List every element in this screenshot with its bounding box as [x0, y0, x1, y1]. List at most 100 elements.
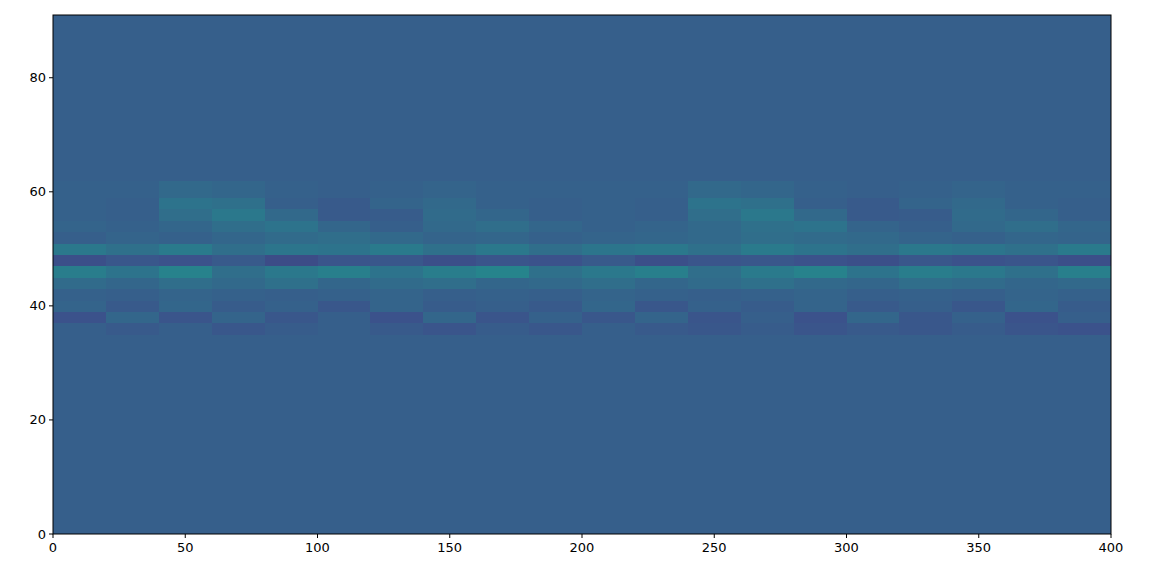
cell — [899, 243, 952, 255]
cell — [899, 266, 952, 278]
cell — [159, 180, 212, 198]
cell — [53, 209, 106, 221]
cell — [952, 243, 1005, 255]
cell — [1058, 255, 1111, 267]
x-tick — [449, 534, 450, 538]
cell — [476, 289, 529, 301]
cell — [53, 198, 106, 210]
cell — [529, 209, 582, 221]
cell — [899, 180, 952, 198]
cell — [106, 15, 159, 181]
cell — [635, 277, 688, 289]
x-tick — [846, 534, 847, 538]
cell — [1005, 289, 1058, 301]
y-tick — [49, 534, 53, 535]
cell — [476, 180, 529, 198]
cell — [635, 15, 688, 181]
cell — [741, 180, 794, 198]
x-tick — [317, 534, 318, 538]
cell — [952, 180, 1005, 198]
cell — [529, 300, 582, 312]
cell — [688, 289, 741, 301]
cell — [899, 300, 952, 312]
y-tick — [49, 305, 53, 306]
cell — [529, 232, 582, 244]
cell — [688, 198, 741, 210]
cell — [794, 232, 847, 244]
x-tick-label: 100 — [305, 540, 330, 555]
y-tick — [49, 77, 53, 78]
cell — [847, 209, 900, 221]
cell — [582, 243, 635, 255]
cell — [265, 198, 318, 210]
cell — [423, 198, 476, 210]
cell — [476, 255, 529, 267]
cell — [370, 209, 423, 221]
cell — [318, 266, 371, 278]
cell — [370, 266, 423, 278]
cell — [1058, 289, 1111, 301]
cell — [529, 180, 582, 198]
y-tick-label: 0 — [38, 527, 46, 542]
cell — [688, 323, 741, 335]
cell — [1005, 209, 1058, 221]
x-tick-label: 150 — [437, 540, 462, 555]
cell — [847, 198, 900, 210]
cell — [635, 243, 688, 255]
cell — [106, 220, 159, 232]
y-tick — [49, 191, 53, 192]
cell — [952, 334, 1005, 534]
cell — [265, 180, 318, 198]
cell — [423, 220, 476, 232]
cell — [1005, 198, 1058, 210]
cell — [212, 15, 265, 181]
cell — [635, 255, 688, 267]
cell — [106, 243, 159, 255]
cell — [212, 198, 265, 210]
cell — [741, 312, 794, 324]
cell — [794, 180, 847, 198]
cell — [635, 300, 688, 312]
cell — [159, 300, 212, 312]
cell — [159, 232, 212, 244]
cell — [688, 220, 741, 232]
cell — [265, 277, 318, 289]
cell — [159, 312, 212, 324]
cell — [635, 209, 688, 221]
cell — [952, 323, 1005, 335]
cell — [688, 277, 741, 289]
cell — [265, 334, 318, 534]
cell — [265, 232, 318, 244]
cell — [423, 180, 476, 198]
y-tick-label: 40 — [29, 298, 46, 313]
cell — [582, 209, 635, 221]
cell — [106, 289, 159, 301]
cell — [265, 266, 318, 278]
cell — [741, 289, 794, 301]
cell — [1005, 15, 1058, 181]
cell — [212, 220, 265, 232]
cell — [794, 289, 847, 301]
cell — [476, 198, 529, 210]
cell — [847, 300, 900, 312]
cell — [212, 209, 265, 221]
cell — [106, 266, 159, 278]
cell — [318, 312, 371, 324]
cell — [635, 180, 688, 198]
cell — [952, 209, 1005, 221]
cell — [899, 277, 952, 289]
cell — [847, 289, 900, 301]
cell — [529, 334, 582, 534]
cell — [318, 15, 371, 181]
cell — [53, 180, 106, 198]
cell — [899, 209, 952, 221]
cell — [53, 243, 106, 255]
cell — [106, 198, 159, 210]
cell — [1058, 300, 1111, 312]
cell — [847, 232, 900, 244]
cell — [1005, 277, 1058, 289]
cell — [899, 220, 952, 232]
cell — [582, 300, 635, 312]
cell — [899, 255, 952, 267]
cell — [265, 243, 318, 255]
